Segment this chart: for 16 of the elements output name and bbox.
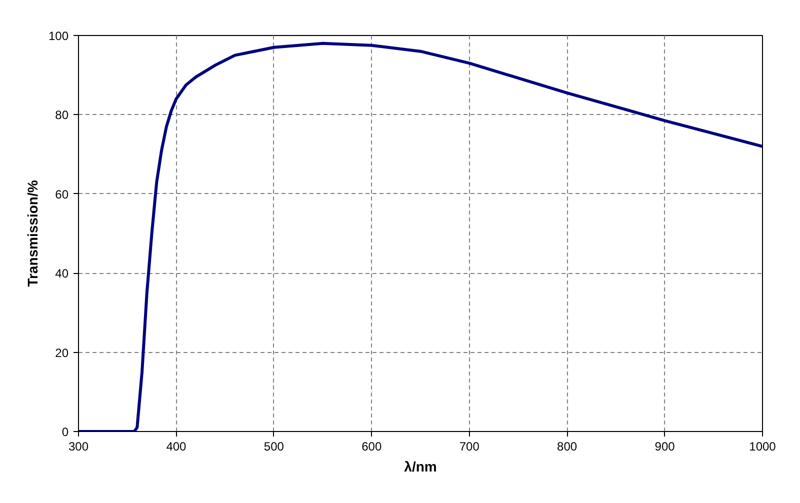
x-tick-label: 500 <box>264 440 284 454</box>
x-tick-label: 800 <box>557 440 578 454</box>
x-tick-label: 600 <box>362 440 382 454</box>
x-tick-label: 1000 <box>749 440 776 454</box>
x-axis-title: λ/nm <box>404 458 437 474</box>
x-tick-label: 900 <box>654 440 676 454</box>
y-axis-title: Transmission/% <box>24 180 40 287</box>
y-tick-label: 0 <box>62 425 69 439</box>
y-tick-label: 40 <box>55 266 69 281</box>
y-tick-label: 100 <box>48 29 69 43</box>
y-tick-label: 20 <box>55 346 69 360</box>
x-tick-label: 700 <box>459 440 480 454</box>
x-tick-label: 400 <box>166 440 187 454</box>
y-tick-label: 60 <box>55 187 69 202</box>
x-tick-label: 300 <box>68 440 89 454</box>
y-tick-label: 80 <box>55 108 69 122</box>
